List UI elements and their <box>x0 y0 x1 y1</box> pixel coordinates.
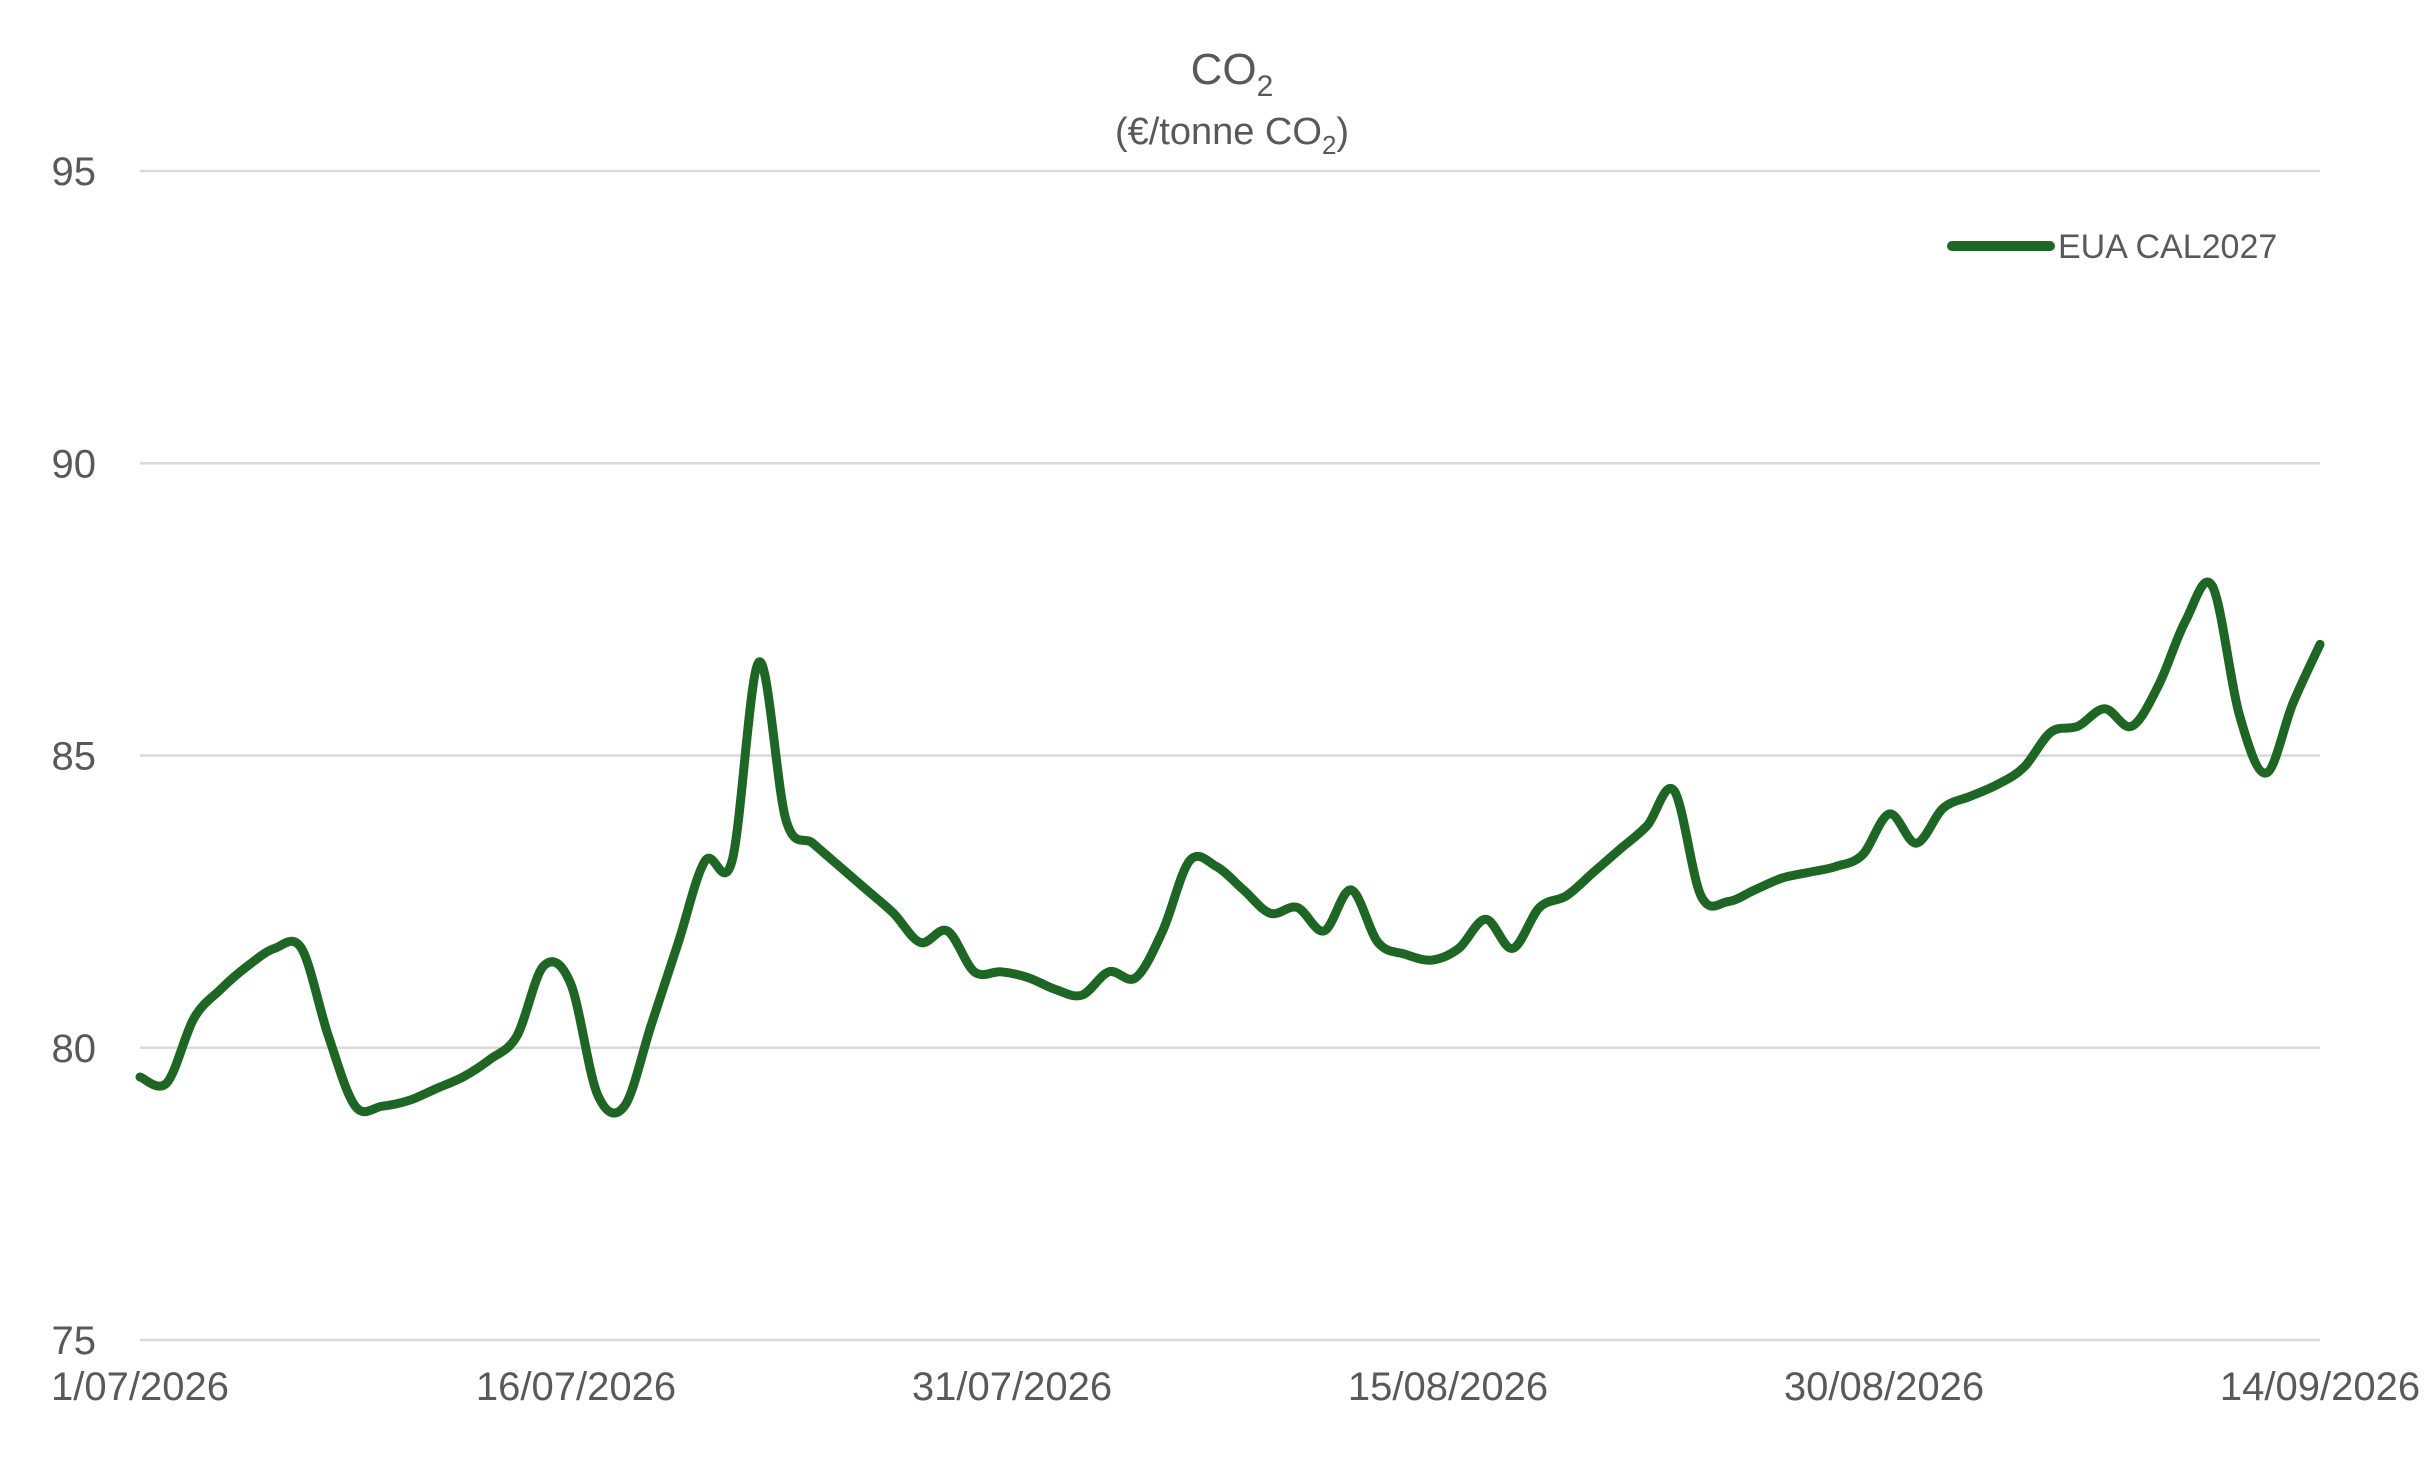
x-tick-label: 30/08/2026 <box>1784 1365 1984 1409</box>
legend: EUA CAL2027 <box>1947 228 2277 266</box>
legend-label: EUA CAL2027 <box>2058 228 2277 266</box>
x-tick-label: 16/07/2026 <box>476 1365 676 1409</box>
x-tick-label: 15/08/2026 <box>1348 1365 1548 1409</box>
series-line-eua-cal2027 <box>135 577 2325 1118</box>
x-tick-label: 14/09/2026 <box>2220 1365 2420 1409</box>
subtitle-subscript: 2 <box>1322 130 1336 160</box>
series-group <box>135 577 2325 1118</box>
y-tick-label: 95 <box>52 150 97 194</box>
y-tick-label: 80 <box>52 1027 97 1071</box>
x-tick-label: 31/07/2026 <box>912 1365 1112 1409</box>
y-axis-ticks: 75 80 85 90 95 <box>52 150 97 1363</box>
y-tick-label: 75 <box>52 1319 97 1363</box>
y-tick-label: 90 <box>52 442 97 486</box>
x-axis-ticks: 1/07/2026 16/07/2026 31/07/2026 15/08/2026 3… <box>51 1365 2420 1409</box>
chart-title: CO2 <box>1191 45 1274 103</box>
title-subscript: 2 <box>1257 70 1274 103</box>
chart-subtitle: (€/tonne CO2) <box>1115 111 1349 160</box>
y-tick-label: 85 <box>52 735 97 779</box>
x-tick-label: 1/07/2026 <box>51 1365 229 1409</box>
gridlines <box>140 169 2320 1049</box>
